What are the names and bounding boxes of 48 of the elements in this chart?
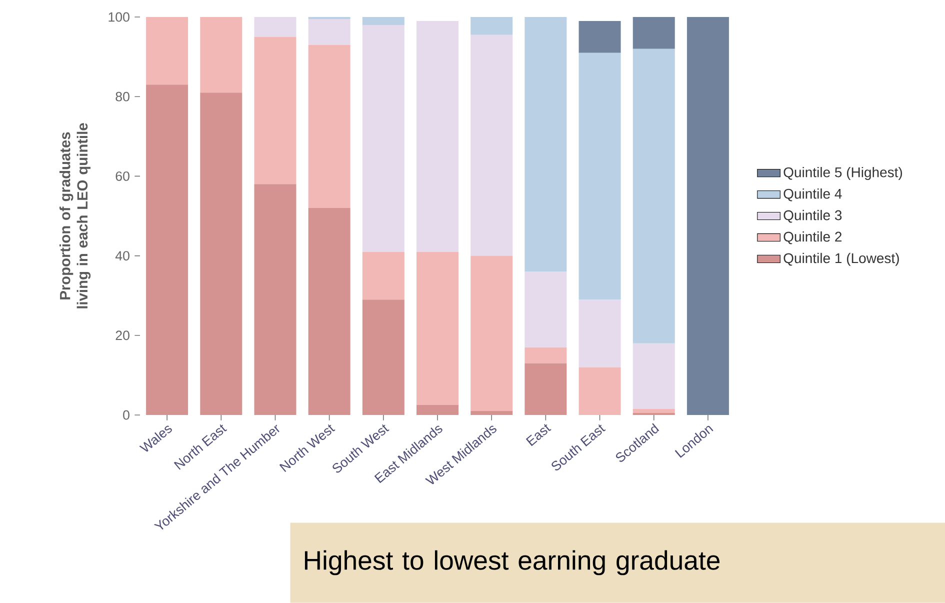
- bar: [416, 405, 459, 415]
- legend-label: Quintile 5 (Highest): [784, 166, 902, 180]
- x-tick-label: East: [526, 424, 552, 446]
- bar: [362, 16, 404, 25]
- bar: [632, 409, 675, 414]
- legend-label: Quintile 3: [784, 210, 842, 223]
- bar: [524, 272, 567, 348]
- bar: [632, 16, 675, 49]
- bar: [362, 300, 404, 415]
- y-tick-label: 80: [116, 92, 130, 102]
- y-tick-label: 100: [108, 12, 130, 22]
- bar: [416, 20, 459, 252]
- bar: [200, 92, 242, 415]
- bar: [362, 252, 404, 300]
- bar: [254, 184, 296, 415]
- bar: [308, 208, 350, 415]
- bar: [578, 300, 621, 368]
- bar: [578, 52, 621, 300]
- bar: [308, 44, 350, 208]
- bar: [524, 363, 567, 415]
- y-tick-label: 20: [116, 330, 130, 340]
- bar: [362, 24, 404, 252]
- text: Highest to lowest earning graduate: [304, 550, 720, 576]
- bar: [470, 411, 513, 415]
- y-tick-label: 60: [116, 171, 130, 181]
- bar: [146, 84, 188, 415]
- bar: [308, 18, 350, 45]
- bar: [632, 343, 675, 410]
- legend-label: Quintile 4: [784, 188, 842, 202]
- legend-label: Quintile 2: [784, 231, 842, 244]
- y-tick-label: 40: [115, 251, 130, 261]
- bar: [254, 16, 296, 37]
- bar: [578, 367, 621, 415]
- bar: [416, 252, 459, 406]
- bar: [632, 48, 675, 344]
- bar: [470, 16, 513, 35]
- y-axis-title: Proportion of graduates living in each LEO quintile: [59, 123, 91, 308]
- bar: [524, 16, 567, 272]
- bar: [470, 256, 513, 412]
- bar: [686, 16, 729, 415]
- y-tick-label: 0: [123, 410, 130, 420]
- legend-label: Quintile 1 (Lowest): [784, 252, 899, 266]
- bar: [254, 36, 296, 184]
- bar: [146, 16, 188, 85]
- bar: [470, 34, 513, 256]
- bar: [578, 20, 621, 53]
- bar: [524, 347, 567, 364]
- bar: [200, 16, 242, 93]
